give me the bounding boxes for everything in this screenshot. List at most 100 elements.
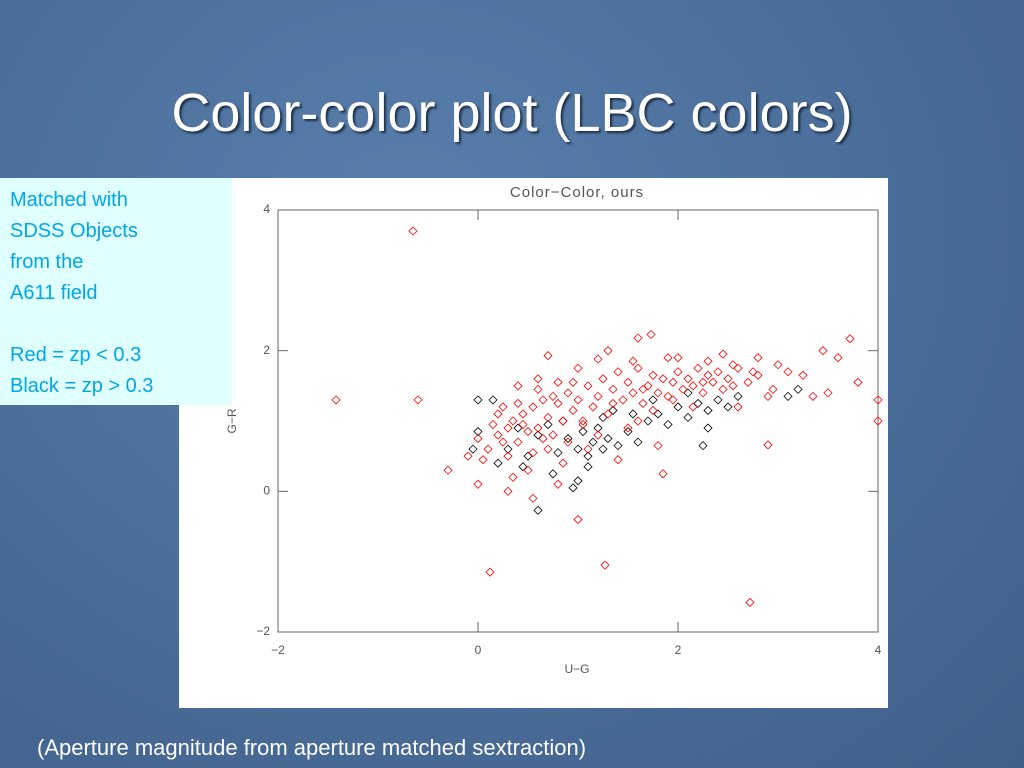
point xyxy=(533,384,543,394)
point xyxy=(485,567,495,577)
point xyxy=(733,363,743,373)
point xyxy=(638,398,648,408)
point xyxy=(708,377,718,387)
point xyxy=(573,363,583,373)
point xyxy=(553,479,563,489)
point xyxy=(768,384,778,394)
point xyxy=(603,409,613,419)
y-axis-label: G−R xyxy=(225,408,239,433)
point xyxy=(683,374,693,384)
point xyxy=(613,367,623,377)
point xyxy=(673,402,683,412)
note-line: Red = zp < 0.3 xyxy=(10,344,142,366)
point xyxy=(608,384,618,394)
point xyxy=(473,479,483,489)
point xyxy=(533,505,543,515)
point xyxy=(823,388,833,398)
point xyxy=(498,402,508,412)
point xyxy=(503,451,513,461)
point xyxy=(658,469,668,479)
point xyxy=(331,395,341,405)
point xyxy=(578,416,588,426)
x-axis-label: U−G xyxy=(564,662,589,676)
point xyxy=(643,416,653,426)
point xyxy=(523,426,533,437)
point xyxy=(668,377,678,387)
point xyxy=(663,419,673,430)
point xyxy=(558,458,568,468)
point xyxy=(853,377,863,387)
point xyxy=(713,395,723,405)
point xyxy=(643,381,653,391)
point xyxy=(528,448,538,458)
point xyxy=(628,388,638,398)
point xyxy=(623,377,633,387)
point xyxy=(723,402,733,412)
point xyxy=(583,462,593,472)
point xyxy=(678,384,688,394)
point xyxy=(673,367,683,377)
point xyxy=(478,455,488,465)
point xyxy=(873,395,883,405)
point xyxy=(493,430,503,440)
point xyxy=(603,346,613,356)
point xyxy=(633,416,643,426)
point xyxy=(668,395,678,405)
point xyxy=(653,388,663,398)
point xyxy=(753,353,763,363)
point xyxy=(638,384,648,394)
point xyxy=(523,465,533,475)
point xyxy=(845,334,855,344)
y-tick-label: 0 xyxy=(263,484,270,498)
point xyxy=(503,444,513,454)
point xyxy=(688,402,698,412)
note-line: Matched with xyxy=(10,189,128,211)
point xyxy=(488,395,498,405)
point xyxy=(733,402,743,412)
point xyxy=(763,440,773,450)
point xyxy=(583,444,593,454)
point xyxy=(533,423,543,433)
point xyxy=(538,395,548,405)
point xyxy=(653,441,663,451)
point xyxy=(743,377,753,387)
point xyxy=(563,437,573,447)
point xyxy=(528,402,538,412)
point xyxy=(603,434,613,444)
point xyxy=(728,381,738,391)
x-tick-label: −2 xyxy=(271,643,285,657)
point xyxy=(548,469,558,479)
point xyxy=(573,476,583,486)
point xyxy=(783,367,793,377)
footnote: (Aperture magnitude from aperture matche… xyxy=(37,735,587,760)
point xyxy=(513,398,523,408)
point xyxy=(688,381,698,391)
note-box: Matched with SDSS Objects from the A611 … xyxy=(0,178,232,405)
point xyxy=(683,412,693,423)
point xyxy=(648,405,658,416)
point xyxy=(693,398,703,408)
point xyxy=(588,402,598,412)
point xyxy=(623,426,633,437)
x-tick-label: 2 xyxy=(675,643,682,657)
note-line: from the xyxy=(10,251,84,273)
point xyxy=(613,441,623,451)
point xyxy=(568,377,578,387)
point xyxy=(533,430,543,440)
point xyxy=(463,451,473,461)
note-line: Black = zp > 0.3 xyxy=(10,375,154,397)
point xyxy=(513,437,523,447)
point xyxy=(593,430,603,440)
point xyxy=(543,419,553,430)
chart-title: Color−Color, ours xyxy=(510,184,644,201)
point xyxy=(593,423,603,433)
point xyxy=(693,363,703,373)
point xyxy=(573,444,583,454)
point xyxy=(633,363,643,373)
point xyxy=(723,374,733,384)
point xyxy=(646,329,656,340)
point xyxy=(548,391,558,401)
point xyxy=(703,356,713,366)
point xyxy=(543,412,553,423)
